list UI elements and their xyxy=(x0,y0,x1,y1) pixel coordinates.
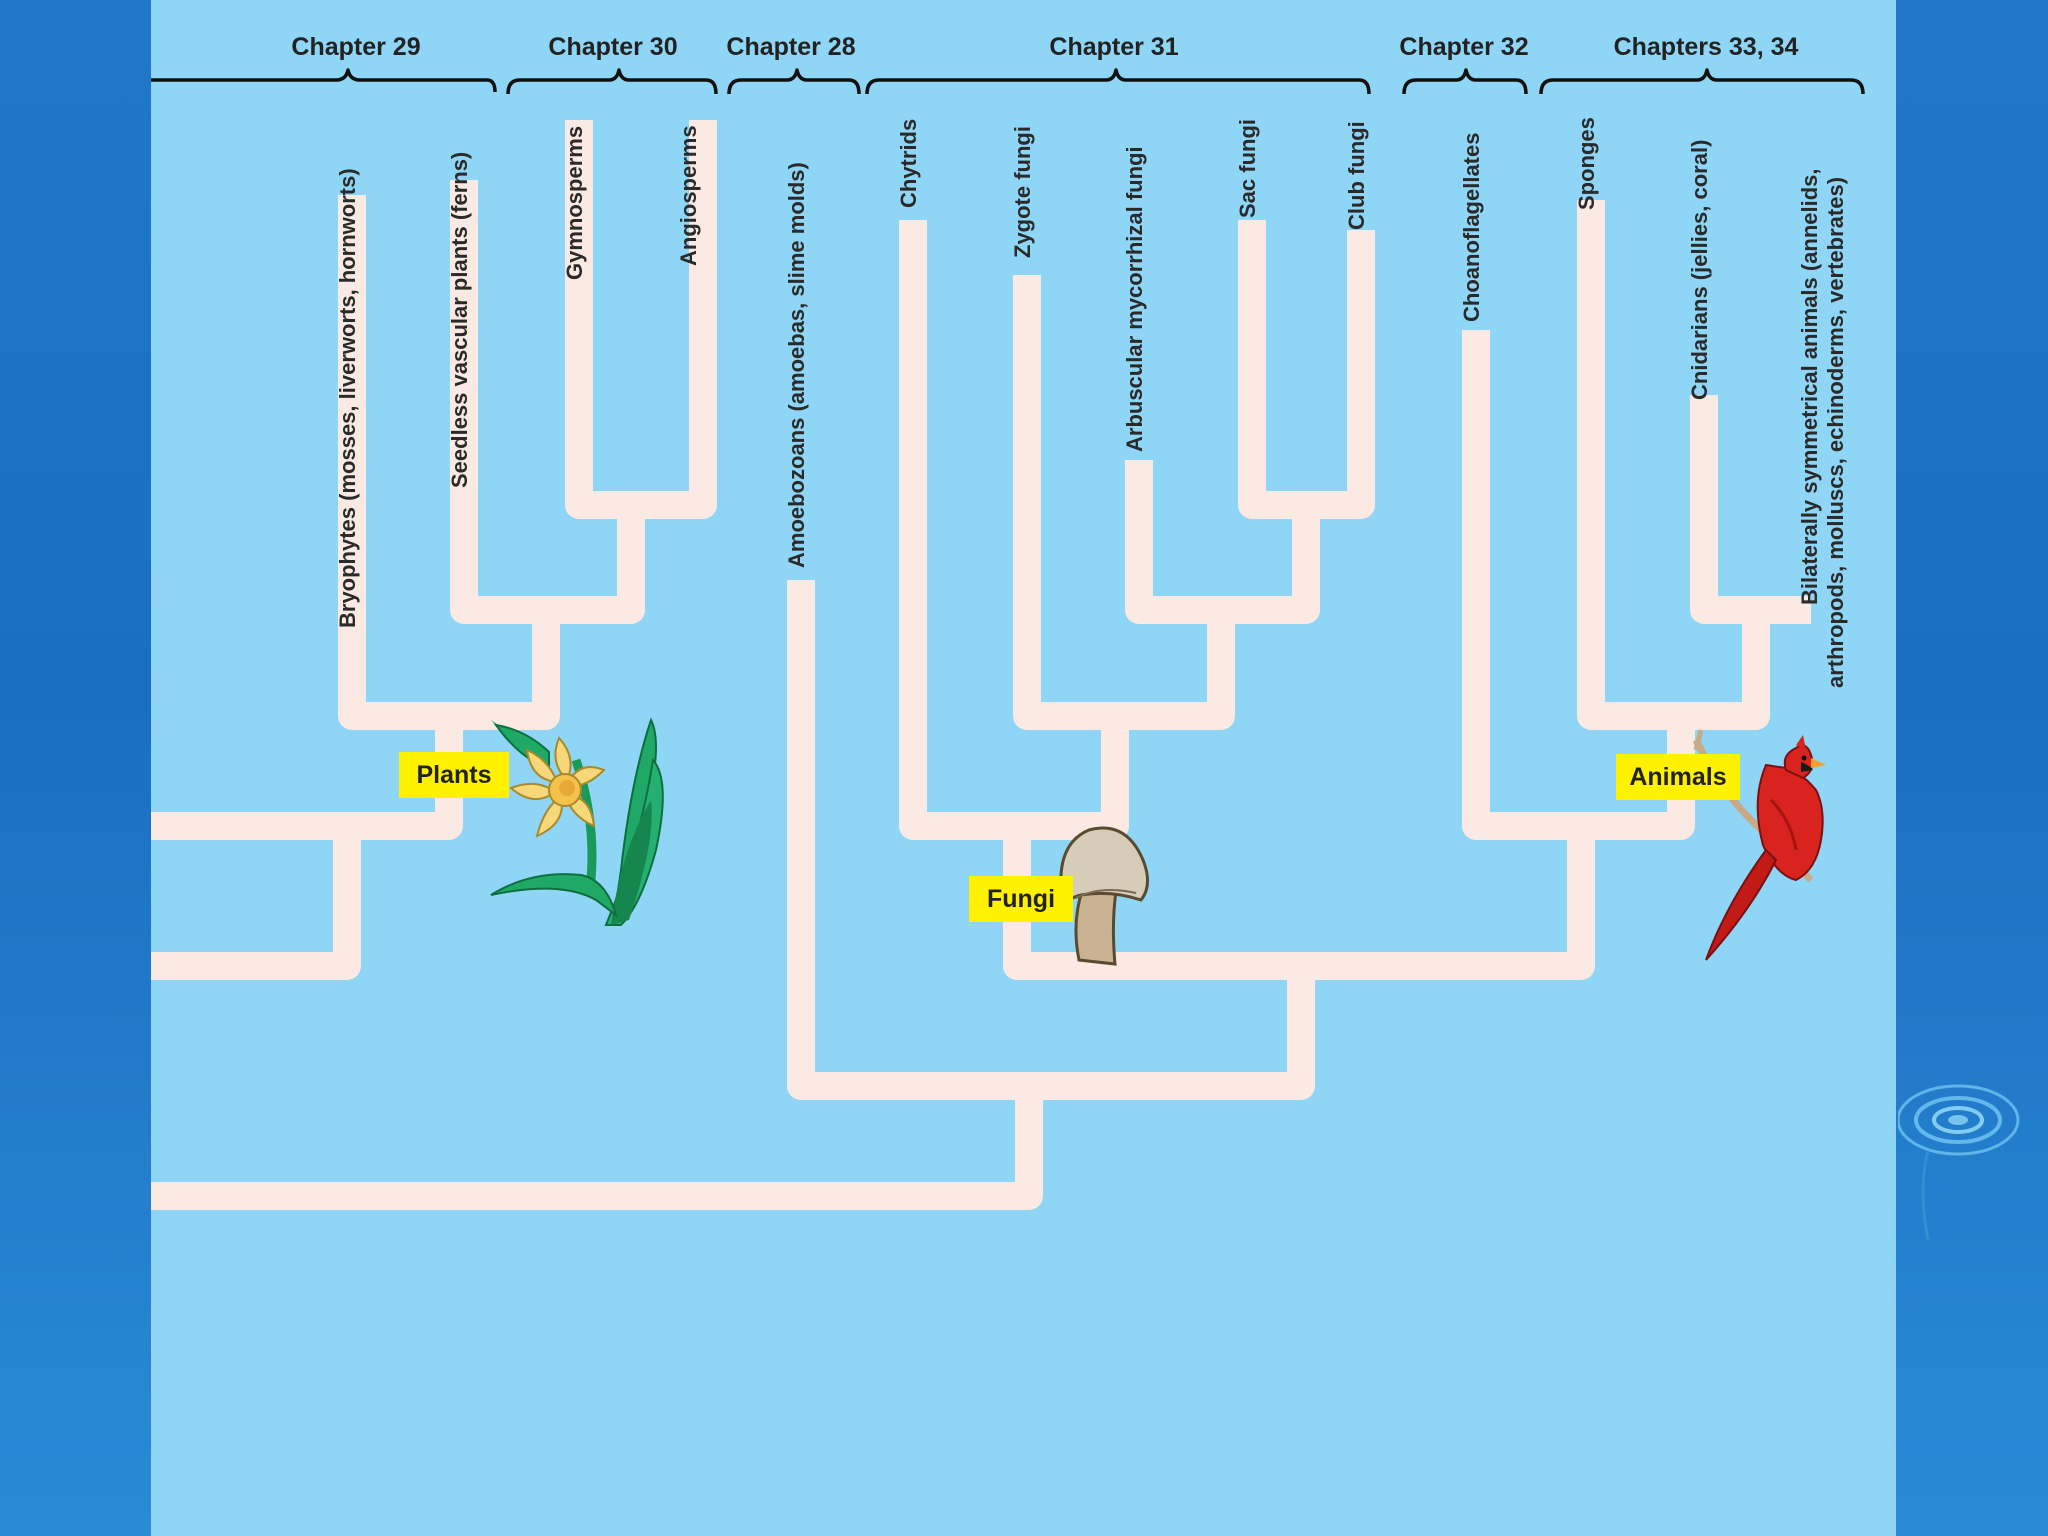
group-label-text: Animals xyxy=(1629,763,1726,791)
group-label-text: Fungi xyxy=(987,885,1055,913)
bracket-chapter-28 xyxy=(727,68,861,95)
branch-eumetazoa xyxy=(1681,610,1770,730)
group-label-plants: Plants xyxy=(399,752,509,798)
chapter-label: Chapters 33, 34 xyxy=(1614,33,1799,61)
daffodil-icon xyxy=(490,717,664,926)
chapter-label: Chapter 29 xyxy=(291,33,420,61)
branch-animals xyxy=(1571,716,1695,840)
branch-fungi-1 xyxy=(1111,610,1235,730)
tree-branches xyxy=(151,120,1811,1210)
branch-bryophytes xyxy=(338,195,471,730)
branch-choanoflagellates xyxy=(1462,330,1591,840)
mushroom-icon xyxy=(1059,826,1149,966)
branch-seedless-vascular xyxy=(450,180,566,624)
taxon-label: Amoebozoans (amoebas, slime molds) xyxy=(784,162,809,568)
branch-arbuscular xyxy=(1125,460,1226,624)
branch-outgroup xyxy=(151,826,361,980)
taxon-label: Choanoflagellates xyxy=(1459,133,1484,322)
branch-cnidarians xyxy=(1690,395,1811,624)
taxon-label: Club fungi xyxy=(1344,121,1369,230)
taxon-label: Chytrids xyxy=(896,119,921,208)
taxon-label: Bilaterally symmetrical animals (annelid… xyxy=(1797,168,1822,605)
bracket-chapter-31 xyxy=(865,68,1371,95)
taxon-label: Sponges xyxy=(1574,117,1599,210)
bracket-chapters-33-34 xyxy=(1539,68,1865,95)
branch-amoebozoans xyxy=(787,580,1315,1100)
bracket-chapter-32 xyxy=(1402,68,1528,95)
water-ripple-decoration xyxy=(1898,1084,2020,1241)
branch-fungi-2 xyxy=(1011,716,1129,840)
taxon-label: Angiosperms xyxy=(676,125,701,266)
cardinal-bird-icon xyxy=(1692,729,1826,961)
branch-seed-plants xyxy=(561,505,645,624)
taxon-label: Gymnosperms xyxy=(562,126,587,280)
group-label-animals: Animals xyxy=(1616,754,1740,800)
taxon-label: arthropods, molluscs, echinoderms, verte… xyxy=(1823,177,1848,688)
diagram-panel: Chapter 29 Chapter 30 Chapter 28 Chapter… xyxy=(151,0,1896,1536)
taxon-label: Sac fungi xyxy=(1235,119,1260,218)
branch-chytrids xyxy=(899,220,1021,840)
branch-zygote-fungi xyxy=(1013,275,1115,730)
phylogenetic-tree: Chapter 29 Chapter 30 Chapter 28 Chapter… xyxy=(151,33,1865,1210)
group-label-text: Plants xyxy=(416,761,491,789)
chapter-label: Chapter 30 xyxy=(548,33,677,61)
taxon-label: Seedless vascular plants (ferns) xyxy=(447,152,472,488)
taxon-labels: Bryophytes (mosses, liverworts, hornwort… xyxy=(335,117,1848,688)
chapter-label: Chapter 28 xyxy=(726,33,855,61)
chapter-brackets xyxy=(151,68,1865,95)
chapter-label: Chapter 32 xyxy=(1399,33,1528,61)
taxon-label: Arbuscular mycorrhizal fungi xyxy=(1122,146,1147,452)
bracket-chapter-29 xyxy=(151,68,497,93)
branch-root xyxy=(151,1086,1043,1210)
branch-vascular xyxy=(441,610,560,730)
taxon-label: Cnidarians (jellies, coral) xyxy=(1687,140,1712,400)
taxon-label: Bryophytes (mosses, liverworts, hornwort… xyxy=(335,168,360,628)
group-label-fungi: Fungi xyxy=(969,876,1073,922)
branch-sponges xyxy=(1577,200,1696,730)
branch-sac-club xyxy=(1238,220,1375,519)
taxon-label: Zygote fungi xyxy=(1010,126,1035,258)
chapter-label: Chapter 31 xyxy=(1049,33,1178,61)
branch-dikarya xyxy=(1221,505,1320,624)
bracket-chapter-30 xyxy=(506,68,718,95)
